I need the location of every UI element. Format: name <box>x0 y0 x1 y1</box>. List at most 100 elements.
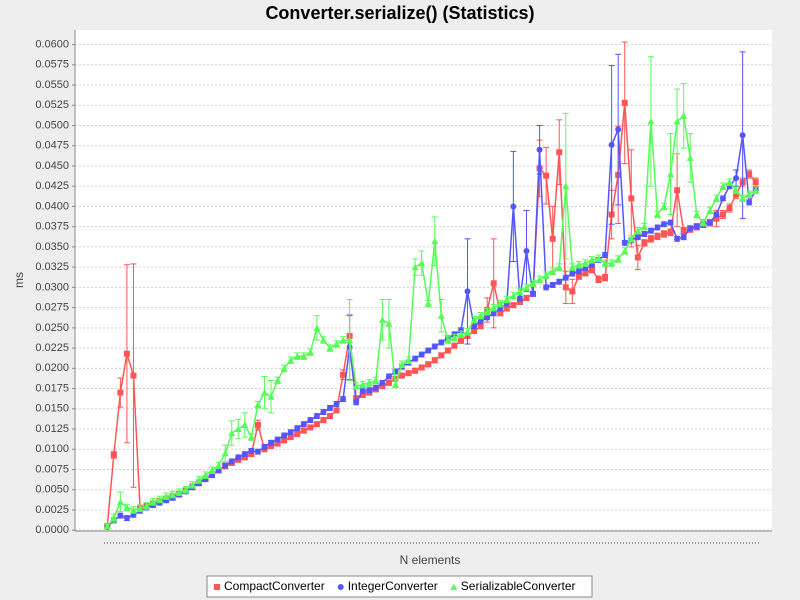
data-point <box>752 179 759 186</box>
data-point <box>117 389 124 396</box>
data-point <box>268 439 275 446</box>
data-point <box>431 357 438 364</box>
data-point <box>241 421 249 428</box>
data-point <box>339 336 347 343</box>
data-point <box>326 404 333 411</box>
y-tick-label: 0.0475 <box>35 140 69 152</box>
data-point <box>110 514 118 522</box>
data-point <box>602 252 609 259</box>
data-point <box>640 223 648 230</box>
data-point <box>307 417 314 424</box>
data-point <box>431 343 438 350</box>
data-point <box>674 235 681 242</box>
data-point <box>516 298 523 305</box>
data-point <box>699 219 707 226</box>
data-point <box>287 356 295 364</box>
data-point <box>300 421 307 428</box>
data-point <box>215 461 223 469</box>
y-tick-label: 0.0350 <box>35 241 69 253</box>
data-point <box>654 224 661 231</box>
data-point <box>555 263 563 271</box>
data-point <box>346 336 354 343</box>
data-point <box>222 462 229 469</box>
data-point <box>503 305 510 312</box>
data-point <box>293 352 301 360</box>
y-tick-label: 0.0000 <box>35 524 69 536</box>
data-point <box>614 255 622 263</box>
data-point <box>260 389 268 396</box>
data-point <box>412 367 419 374</box>
data-point <box>510 302 517 309</box>
data-point <box>654 233 661 240</box>
data-point <box>294 430 301 437</box>
data-point <box>333 400 340 407</box>
data-point <box>601 259 609 267</box>
data-point <box>195 476 203 484</box>
data-point <box>307 424 314 431</box>
data-point <box>372 376 380 384</box>
data-point <box>733 191 740 198</box>
data-point <box>739 194 747 202</box>
data-point <box>523 247 530 254</box>
y-tick-label: 0.0525 <box>35 99 69 111</box>
data-point <box>733 175 740 182</box>
data-point <box>621 99 628 106</box>
data-point <box>268 443 275 450</box>
data-point <box>483 308 491 315</box>
data-point <box>661 230 668 237</box>
data-point <box>713 215 720 222</box>
data-point <box>680 227 687 234</box>
y-tick-label: 0.0550 <box>35 79 69 91</box>
data-point <box>378 316 386 323</box>
data-point <box>261 443 268 450</box>
data-point <box>490 310 497 317</box>
data-point <box>530 290 537 297</box>
legend-marker <box>214 584 220 590</box>
data-point <box>398 360 406 368</box>
data-point <box>228 458 235 465</box>
data-point <box>522 283 530 291</box>
data-point <box>424 300 432 307</box>
data-point <box>673 117 681 125</box>
data-point <box>156 495 164 503</box>
data-point <box>706 219 713 226</box>
data-point <box>602 274 609 281</box>
data-point <box>516 287 524 295</box>
data-point <box>274 436 281 443</box>
y-tick-label: 0.0200 <box>35 362 69 374</box>
data-point <box>451 342 458 349</box>
data-point <box>385 320 393 327</box>
data-point <box>129 506 137 513</box>
data-point <box>608 259 616 267</box>
data-point <box>340 371 347 378</box>
data-point <box>693 211 701 218</box>
data-point <box>745 190 753 198</box>
data-point <box>634 254 641 261</box>
data-point <box>300 352 308 360</box>
data-point <box>208 466 216 474</box>
y-tick-label: 0.0050 <box>35 484 69 496</box>
data-point <box>425 347 432 354</box>
data-point <box>340 396 347 403</box>
data-point <box>385 373 392 380</box>
data-point <box>385 379 392 386</box>
data-point <box>130 372 137 379</box>
data-point <box>149 498 157 505</box>
data-point <box>634 227 642 234</box>
data-point <box>712 194 720 202</box>
data-point <box>399 372 406 379</box>
data-point <box>471 328 478 335</box>
data-point <box>359 392 366 399</box>
data-point <box>353 399 360 406</box>
data-point <box>667 170 675 178</box>
data-point <box>450 334 458 341</box>
data-point <box>470 316 478 323</box>
y-tick-label: 0.0100 <box>35 443 69 455</box>
data-point <box>438 339 445 346</box>
y-tick-label: 0.0150 <box>35 403 69 415</box>
data-point <box>281 432 288 439</box>
y-tick-label: 0.0600 <box>35 38 69 50</box>
y-tick-label: 0.0275 <box>35 302 69 314</box>
data-point <box>484 314 491 321</box>
y-tick-label: 0.0300 <box>35 281 69 293</box>
